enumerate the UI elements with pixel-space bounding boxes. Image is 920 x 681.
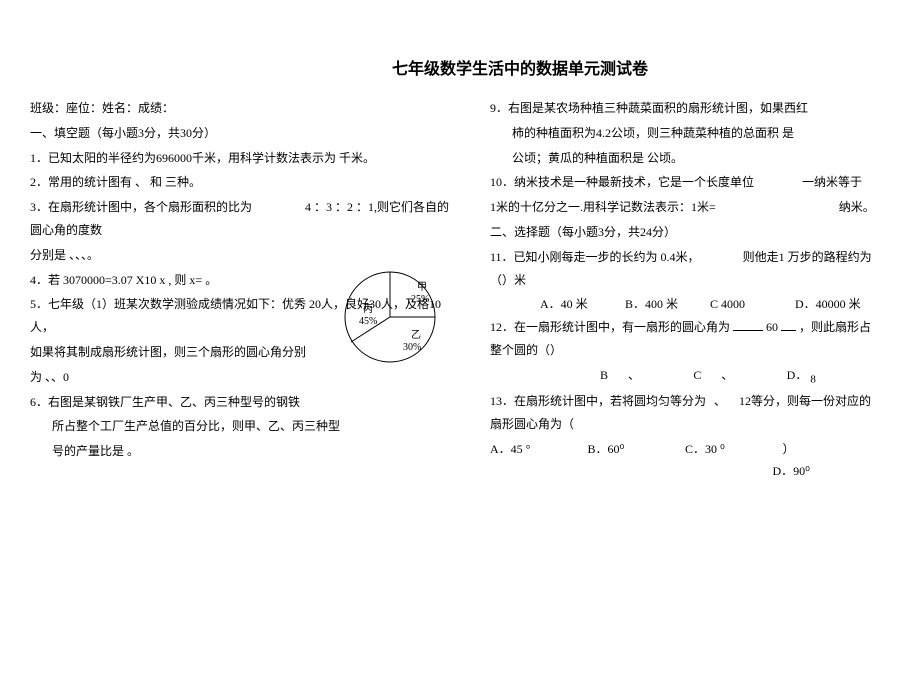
pie-pct-jia: 25% [411, 294, 429, 305]
q11-b: B．400 米 [625, 293, 710, 316]
blank [781, 317, 796, 331]
q10a: 10．纳米技术是一种最新技术，它是一个长度单位 [490, 175, 754, 189]
section1-title: 一、填空题（每小题3分，共30分） [30, 122, 450, 145]
left-column: 班级：座位：姓名：成绩： 一、填空题（每小题3分，共30分） 1．已知太阳的半径… [30, 97, 450, 485]
q12b: 60 [766, 320, 778, 334]
q13-a: A．45 ° [490, 438, 588, 461]
q12-opts: B、 C、 D． 8 [490, 364, 880, 390]
q12: 12．在一扇形统计图中，有一扇形的圆心角为 60 ，则此扇形占整个圆的（） [490, 316, 880, 362]
page-title: 七年级数学生活中的数据单元测试卷 [150, 55, 890, 79]
q2: 2．常用的统计图有 、 和 三种。 [30, 171, 450, 194]
q11a: 11．已知小刚每走一步的长约为 0.4米， [490, 250, 700, 264]
q9a: 9．右图是某农场种植三种蔬菜面积的扇形统计图，如果西红 [490, 97, 880, 120]
q3: 3．在扇形统计图中，各个扇形面积的比为 4 ：3 ：2 ：1,则它们各自的圆心角… [30, 196, 450, 242]
q13-c: C．30 ⁰ [685, 438, 783, 461]
q11-opts: A．40 米 B．400 米 C 4000 D．40000 米 [490, 293, 880, 316]
q12-c: C、 [693, 364, 786, 390]
blank [733, 317, 763, 331]
pie-chart: 甲 25% 乙 30% 丙 45% [335, 262, 455, 376]
q1: 1．已知太阳的半径约为696000千米，用科学计数法表示为 千米。 [30, 147, 450, 170]
q13-d: D．90⁰ [490, 460, 880, 483]
q10b: 一纳米等于 [802, 175, 862, 189]
q11: 11．已知小刚每走一步的长约为 0.4米， 则他走1 万步的路程约为（）米 [490, 246, 880, 292]
q11-c: C 4000 [710, 293, 795, 316]
q12a: 12．在一扇形统计图中，有一扇形的圆心角为 [490, 320, 730, 334]
q12-d: D． 8 [787, 364, 880, 390]
section2-title: 二、选择题（每小题3分，共24分） [490, 221, 880, 244]
q12-b: B、 [600, 364, 693, 390]
q10-2: 1米的十亿分之一.用科学记数法表示：1米= 纳米。 [490, 196, 880, 219]
q10: 10．纳米技术是一种最新技术，它是一个长度单位 一纳米等于 [490, 171, 880, 194]
pie-label-bing: 丙 [363, 304, 373, 315]
pie-label-yi: 乙 [411, 329, 421, 341]
q9b: 柿的种植面积为4.2公顷，则三种蔬菜种植的总面积 是 [490, 122, 880, 145]
content: 班级：座位：姓名：成绩： 一、填空题（每小题3分，共30分） 1．已知太阳的半径… [30, 97, 890, 485]
pie-pct-yi: 30% [403, 342, 421, 353]
q6b: 所占整个工厂生产总值的百分比，则甲、乙、丙三种型 [30, 415, 450, 438]
q13-b: B．60⁰ [588, 438, 686, 461]
q9c: 公顷；黄瓜的种植面积是 公顷。 [490, 147, 880, 170]
q10c: 1米的十亿分之一.用科学记数法表示：1米= [490, 200, 716, 214]
q10d: 纳米。 [839, 200, 875, 214]
q11-a: A．40 米 [540, 293, 625, 316]
q13-close: ） [783, 438, 881, 461]
q6c: 号的产量比是 。 [30, 440, 450, 463]
q13a: 13．在扇形统计图中，若将圆均匀等分为 [490, 394, 706, 408]
pie-pct-bing: 45% [359, 316, 377, 327]
q11-d: D．40000 米 [795, 293, 880, 316]
q3a: 3．在扇形统计图中，各个扇形面积的比为 [30, 200, 252, 214]
right-column: 9．右图是某农场种植三种蔬菜面积的扇形统计图，如果西红 柿的种植面积为4.2公顷… [490, 97, 880, 485]
q6a: 6．右图是某钢铁厂生产甲、乙、丙三种型号的钢铁 [30, 391, 450, 414]
header-line: 班级：座位：姓名：成绩： [30, 97, 450, 120]
q13-opts: A．45 ° B．60⁰ C．30 ⁰ ） [490, 438, 880, 461]
pie-label-jia: 甲 [417, 282, 427, 293]
q13: 13．在扇形统计图中，若将圆均匀等分为 、 12等分，则每一份对应的扇形圆心角为… [490, 390, 880, 436]
